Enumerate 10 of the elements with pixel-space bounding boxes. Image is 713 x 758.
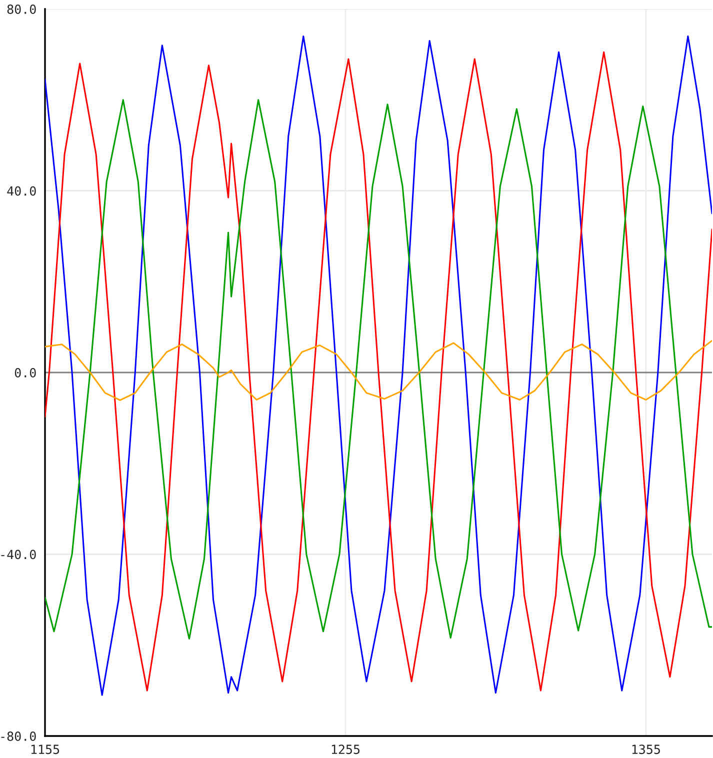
line-series	[45, 340, 712, 401]
x-tick-label: 1355	[632, 744, 660, 754]
y-tick-label: 80.0	[7, 4, 36, 14]
x-tick-label: 1155	[31, 744, 60, 754]
y-tick-label: 40.0	[7, 186, 36, 196]
y-tick-label: 0.0	[14, 368, 36, 378]
line-series	[45, 99, 712, 640]
y-tick-label: -40.0	[1, 550, 36, 560]
y-tick-label: -80.0	[1, 732, 36, 741]
x-tick-label: 1255	[332, 744, 360, 754]
